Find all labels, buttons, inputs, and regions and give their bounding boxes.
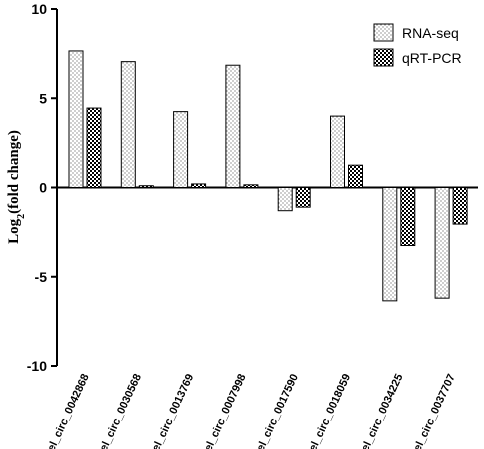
- y-axis: 10 5 0 -5 -10: [27, 1, 58, 374]
- legend-swatch-qrt-pcr: [373, 48, 394, 67]
- bar-qrt-pcr-1: [86, 107, 102, 188]
- bar-qrt-pcr-3: [191, 183, 207, 188]
- bar-qrt-pcr-6: [348, 164, 363, 188]
- legend-swatch-rna-seq: [373, 23, 394, 42]
- y-axis-title-sub: 2: [16, 214, 27, 219]
- x-category-label: novel_circ_0037707: [403, 372, 458, 449]
- bars: [68, 50, 468, 302]
- y-axis-title: Log2(fold change): [6, 130, 27, 244]
- y-tick-label: -10: [27, 358, 47, 374]
- y-tick-label: 0: [39, 180, 47, 196]
- y-tick-label: -5: [35, 269, 48, 285]
- legend-label-qrt-pcr: qRT-PCR: [402, 50, 462, 66]
- bar-qrt-pcr-5: [295, 187, 311, 208]
- y-tick-label: 10: [31, 1, 47, 17]
- bar-rna-seq-6: [330, 115, 345, 188]
- bar-qrt-pcr-8: [452, 187, 468, 225]
- y-axis-title-main: Log: [6, 218, 22, 244]
- x-category-label: novel_circ_0030568: [89, 372, 144, 449]
- x-category-label: novel_circ_0018059: [299, 372, 354, 449]
- x-category-label: novel_circ_0007998: [194, 372, 249, 449]
- y-axis-title-rest: (fold change): [6, 130, 22, 214]
- bar-qrt-pcr-4: [243, 184, 259, 188]
- bar-rna-seq-8: [434, 187, 450, 299]
- legend: RNA-seq qRT-PCR: [373, 23, 462, 67]
- bar-rna-seq-2: [120, 61, 136, 188]
- bar-rna-seq-3: [173, 111, 189, 188]
- bar-rna-seq-1: [68, 50, 84, 189]
- x-category-label: novel_circ_0034225: [351, 372, 406, 449]
- x-category-label: novel_circ_0017590: [246, 372, 301, 449]
- x-axis-labels: novel_circ_0042868novel_circ_0030568nove…: [37, 372, 458, 449]
- legend-label-rna-seq: RNA-seq: [402, 25, 459, 41]
- svg-text:Log2(fold change): Log2(fold change): [6, 130, 27, 244]
- x-category-label: novel_circ_0013769: [142, 372, 197, 449]
- bar-rna-seq-4: [225, 64, 241, 188]
- x-category-label: novel_circ_0042868: [37, 372, 92, 449]
- y-tick-label: 5: [39, 90, 47, 106]
- bar-qrt-pcr-2: [138, 185, 154, 188]
- bar-qrt-pcr-7: [400, 187, 416, 247]
- bar-rna-seq-7: [382, 187, 398, 302]
- bar-rna-seq-5: [277, 187, 293, 212]
